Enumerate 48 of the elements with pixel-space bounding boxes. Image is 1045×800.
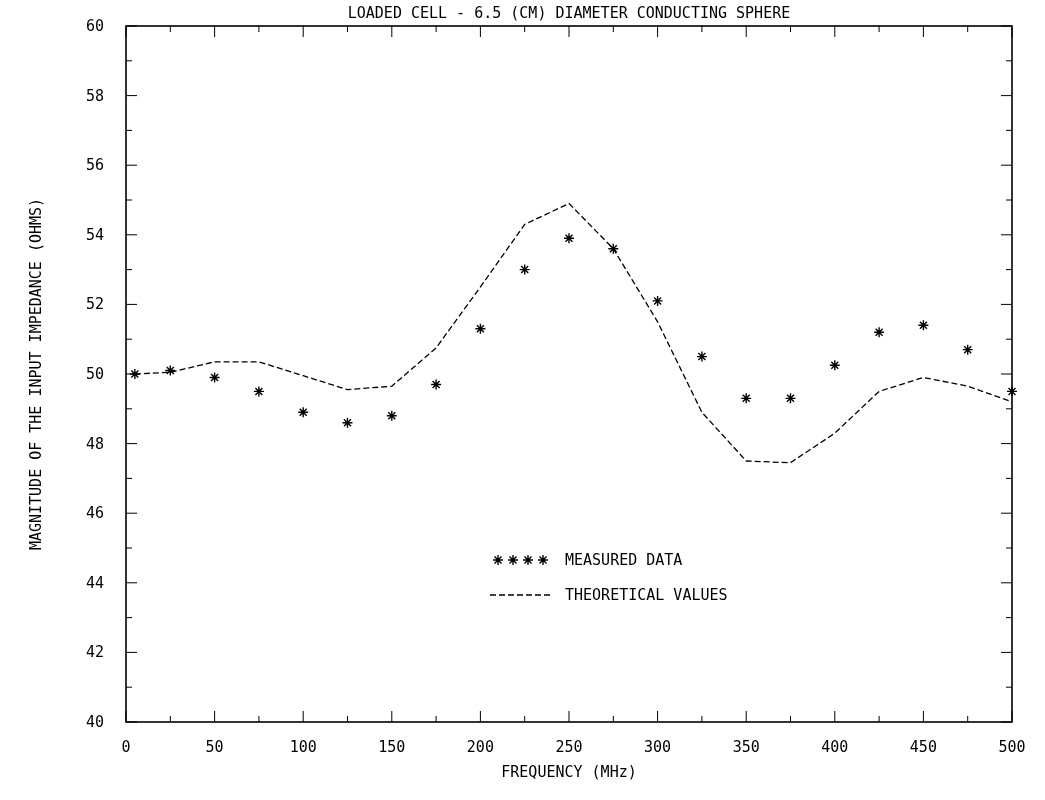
x-tick-label: 250	[555, 738, 583, 756]
y-tick-label: 58	[85, 86, 104, 105]
point	[341, 417, 354, 429]
x-tick-label: 50	[205, 738, 224, 756]
x-axis-title: FREQUENCY (MHz)	[501, 763, 637, 781]
y-tick-label: 46	[85, 504, 104, 523]
chart-title: LOADED CELL - 6.5 (CM) DIAMETER CONDUCTING SPHERE	[347, 4, 791, 22]
y-tick-label: 60	[85, 17, 104, 35]
point	[740, 392, 752, 405]
x-tick-label: 500	[998, 738, 1026, 756]
point	[829, 359, 841, 371]
x-tick-label: 0	[121, 738, 131, 756]
x-tick-label: 400	[821, 738, 849, 756]
point	[519, 263, 531, 276]
point	[873, 326, 885, 338]
y-axis-title: MAGNITUDE OF THE INPUT IMPEDANCE (OHMS)	[27, 197, 45, 551]
point	[962, 343, 974, 356]
x-tick-label: 200	[466, 738, 494, 756]
point	[129, 368, 141, 380]
y-tick-label: 42	[85, 643, 104, 662]
point	[386, 410, 398, 422]
point	[474, 323, 487, 335]
y-tick-label: 52	[85, 295, 104, 314]
legend-label: THEORETICAL VALUES	[565, 586, 728, 604]
point	[297, 406, 309, 418]
y-tick-label: 56	[85, 156, 104, 175]
x-tick-label: 350	[732, 738, 760, 756]
point	[430, 378, 442, 391]
point	[208, 371, 221, 384]
y-tick-label: 48	[85, 434, 104, 453]
point	[563, 232, 575, 244]
x-tick-label: 300	[644, 738, 672, 756]
x-tick-label: 100	[289, 738, 317, 756]
point	[164, 364, 176, 377]
legend-label: MEASURED DATA	[565, 551, 683, 569]
point	[917, 319, 930, 331]
y-tick-label: 44	[85, 573, 104, 592]
point	[651, 295, 664, 307]
point	[696, 350, 708, 363]
y-tick-label: 50	[85, 365, 104, 383]
x-tick-label: 450	[909, 738, 937, 756]
point	[784, 392, 797, 405]
y-tick-label: 54	[85, 225, 104, 244]
y-tick-label: 40	[85, 713, 104, 731]
point	[1006, 385, 1018, 398]
point	[607, 243, 619, 255]
point	[253, 385, 265, 398]
x-tick-label: 150	[378, 738, 406, 756]
